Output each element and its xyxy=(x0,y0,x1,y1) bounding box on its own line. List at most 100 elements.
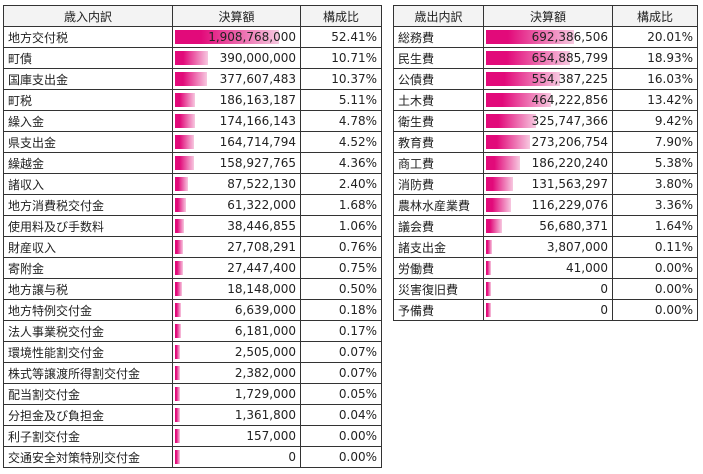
amount-bar xyxy=(175,282,183,296)
table-row: 地方消費税交付金 61,322,000 1.68% xyxy=(3,194,382,216)
ratio-value: 9.42% xyxy=(612,110,698,132)
table-row: 諸支出金 3,807,000 0.11% xyxy=(393,236,698,258)
row-label: 利子割交付金 xyxy=(3,425,173,447)
ratio-value: 5.38% xyxy=(612,152,698,174)
row-label: 県支出金 xyxy=(3,131,173,153)
amount-cell: 27,447,400 xyxy=(172,257,301,279)
row-label: 使用料及び手数料 xyxy=(3,215,173,237)
amount-cell: 87,522,130 xyxy=(172,173,301,195)
amount-value: 554,387,225 xyxy=(531,72,608,86)
row-label: 総務費 xyxy=(393,26,484,48)
row-label: 公債費 xyxy=(393,68,484,90)
amount-cell: 18,148,000 xyxy=(172,278,301,300)
amount-value: 38,446,855 xyxy=(227,219,296,233)
amount-cell: 1,729,000 xyxy=(172,383,301,405)
header-ratio: 構成比 xyxy=(300,5,382,27)
ratio-value: 0.11% xyxy=(612,236,698,258)
header-category: 歳出内訳 xyxy=(393,5,484,27)
table-row: 配当割交付金 1,729,000 0.05% xyxy=(3,383,382,405)
amount-cell: 186,220,240 xyxy=(483,152,613,174)
amount-value: 325,747,366 xyxy=(531,114,608,128)
amount-value: 273,206,754 xyxy=(531,135,608,149)
row-label: 消防費 xyxy=(393,173,484,195)
amount-bar xyxy=(486,198,511,212)
ratio-value: 0.00% xyxy=(300,446,382,468)
amount-cell: 157,000 xyxy=(172,425,301,447)
ratio-value: 4.78% xyxy=(300,110,382,132)
amount-bar xyxy=(486,177,513,191)
table-row: 分担金及び負担金 1,361,800 0.04% xyxy=(3,404,382,426)
table-row: 地方交付税 1,908,768,000 52.41% xyxy=(3,26,382,48)
table-row: 利子割交付金 157,000 0.00% xyxy=(3,425,382,447)
table-row: 国庫支出金 377,607,483 10.37% xyxy=(3,68,382,90)
table-row: 民生費 654,885,799 18.93% xyxy=(393,47,698,69)
table-row: 地方譲与税 18,148,000 0.50% xyxy=(3,278,382,300)
header-ratio: 構成比 xyxy=(612,5,698,27)
amount-value: 186,220,240 xyxy=(531,156,608,170)
amount-value: 3,807,000 xyxy=(546,240,608,254)
amount-value: 1,361,800 xyxy=(234,408,296,422)
amount-value: 0 xyxy=(600,303,608,317)
table-row: 法人事業税交付金 6,181,000 0.17% xyxy=(3,320,382,342)
ratio-value: 0.00% xyxy=(612,278,698,300)
amount-value: 27,447,400 xyxy=(227,261,296,275)
table-row: 災害復旧費 0 0.00% xyxy=(393,278,698,300)
row-label: 災害復旧費 xyxy=(393,278,484,300)
amount-bar xyxy=(175,177,189,191)
row-label: 地方特例交付金 xyxy=(3,299,173,321)
amount-bar xyxy=(175,51,208,65)
table-row: 町税 186,163,187 5.11% xyxy=(3,89,382,111)
amount-value: 164,714,794 xyxy=(219,135,296,149)
row-label: 農林水産業費 xyxy=(393,194,484,216)
amount-cell: 325,747,366 xyxy=(483,110,613,132)
ratio-value: 0.04% xyxy=(300,404,382,426)
table-row: 教育費 273,206,754 7.90% xyxy=(393,131,698,153)
amount-cell: 61,322,000 xyxy=(172,194,301,216)
amount-value: 1,908,768,000 xyxy=(208,30,296,44)
amount-cell: 41,000 xyxy=(483,257,613,279)
amount-value: 27,708,291 xyxy=(227,240,296,254)
ratio-value: 16.03% xyxy=(612,68,698,90)
row-label: 教育費 xyxy=(393,131,484,153)
amount-bar xyxy=(175,408,181,422)
amount-cell: 131,563,297 xyxy=(483,173,613,195)
row-label: 国庫支出金 xyxy=(3,68,173,90)
table-row: 予備費 0 0.00% xyxy=(393,299,698,321)
row-label: 予備費 xyxy=(393,299,484,321)
amount-cell: 0 xyxy=(483,278,613,300)
amount-cell: 38,446,855 xyxy=(172,215,301,237)
amount-bar xyxy=(175,72,208,86)
row-label: 地方消費税交付金 xyxy=(3,194,173,216)
ratio-value: 0.50% xyxy=(300,278,382,300)
amount-cell: 174,166,143 xyxy=(172,110,301,132)
amount-bar xyxy=(175,387,181,401)
amount-value: 6,639,000 xyxy=(234,303,296,317)
ratio-value: 0.76% xyxy=(300,236,382,258)
row-label: 地方交付税 xyxy=(3,26,173,48)
amount-cell: 158,927,765 xyxy=(172,152,301,174)
amount-cell: 554,387,225 xyxy=(483,68,613,90)
row-label: 分担金及び負担金 xyxy=(3,404,173,426)
table-row: 諸収入 87,522,130 2.40% xyxy=(3,173,382,195)
row-label: 諸支出金 xyxy=(393,236,484,258)
table-row: 繰入金 174,166,143 4.78% xyxy=(3,110,382,132)
amount-bar xyxy=(175,219,185,233)
amount-cell: 0 xyxy=(483,299,613,321)
amount-value: 692,386,506 xyxy=(531,30,608,44)
table-row: 県支出金 164,714,794 4.52% xyxy=(3,131,382,153)
amount-bar xyxy=(175,198,187,212)
row-label: 株式等譲渡所得割交付金 xyxy=(3,362,173,384)
amount-bar xyxy=(486,219,503,233)
amount-cell: 116,229,076 xyxy=(483,194,613,216)
amount-bar xyxy=(175,366,181,380)
row-label: 繰入金 xyxy=(3,110,173,132)
ratio-value: 3.36% xyxy=(612,194,698,216)
row-label: 議会費 xyxy=(393,215,484,237)
amount-cell: 2,505,000 xyxy=(172,341,301,363)
ratio-value: 0.18% xyxy=(300,299,382,321)
ratio-value: 7.90% xyxy=(612,131,698,153)
row-label: 寄附金 xyxy=(3,257,173,279)
amount-cell: 1,908,768,000 xyxy=(172,26,301,48)
table-row: 総務費 692,386,506 20.01% xyxy=(393,26,698,48)
ratio-value: 0.07% xyxy=(300,341,382,363)
